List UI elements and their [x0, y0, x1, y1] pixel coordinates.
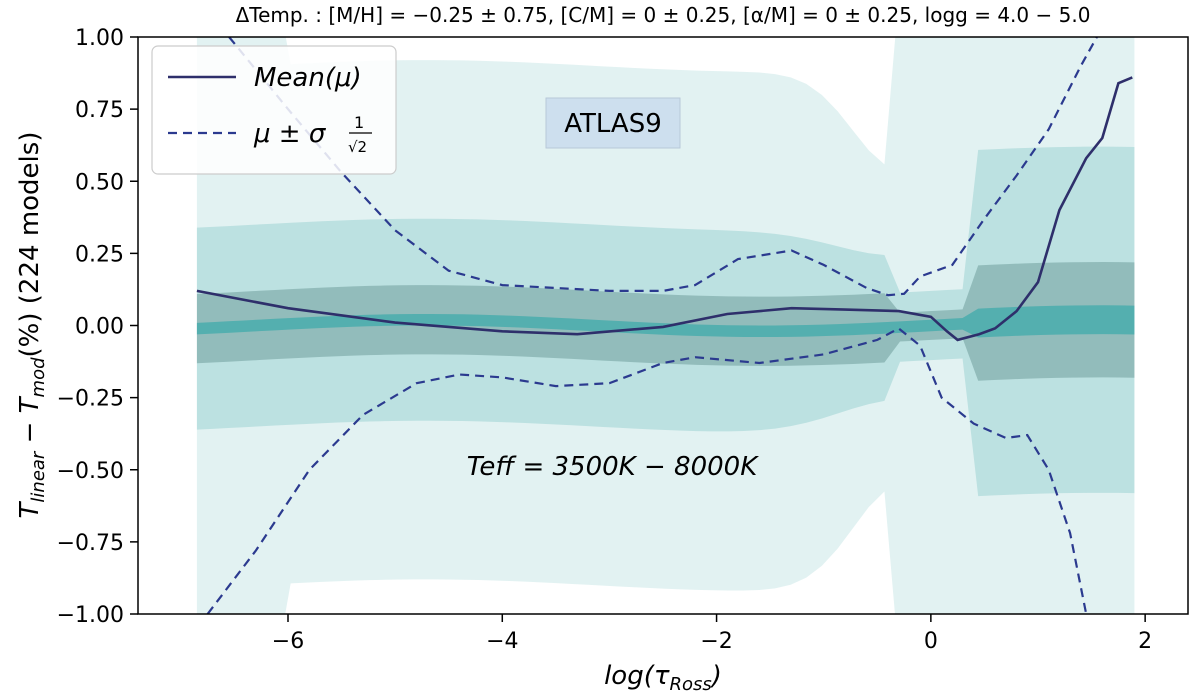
series-layer — [196, 37, 1133, 614]
y-tick-label: 0.00 — [75, 315, 124, 340]
x-tick-label: −2 — [700, 629, 732, 654]
y-tick-label: −0.25 — [57, 387, 124, 412]
atlas-label: ATLAS9 — [564, 109, 662, 139]
y-tick-label: 1.00 — [75, 26, 124, 51]
series-lower-sigma-line — [206, 327, 1088, 614]
legend: Mean(μ) μ ± σ 1 √2 — [151, 45, 397, 175]
x-tick-label: −4 — [486, 629, 518, 654]
chart-title: ΔTemp. : [M/H] = −0.25 ± 0.75, [C/M] = 0… — [236, 3, 1091, 27]
x-tick-label: 0 — [924, 629, 938, 654]
y-axis: −1.00 −0.75 −0.50 −0.25 0.00 0.25 0.50 0.75 1.00 — [57, 26, 138, 628]
teff-annotation: Teff = 3500K − 8000K — [467, 452, 759, 482]
atlas-box — [545, 97, 681, 149]
x-tick-label: −6 — [272, 629, 304, 654]
y-tick-label: −0.75 — [57, 531, 124, 556]
atlas-annotation: ATLAS9 — [545, 97, 681, 149]
y-tick-label: 0.50 — [75, 170, 124, 195]
y-tick-label: 0.75 — [75, 98, 124, 123]
legend-mean-label: Mean(μ) — [254, 63, 362, 93]
legend-sigma-label: μ ± σ — [253, 119, 327, 149]
series-upper-sigma-line — [228, 37, 1098, 297]
legend-sigma-frac-num: 1 — [354, 113, 364, 132]
legend-sigma-frac-den: √2 — [348, 138, 367, 156]
x-axis: −6 −4 −2 0 2 — [272, 614, 1152, 654]
y-tick-label: −0.50 — [57, 459, 124, 484]
x-axis-label: log(τRoss) — [604, 661, 722, 694]
y-tick-label: −1.00 — [57, 603, 124, 628]
y-tick-label: 0.25 — [75, 242, 124, 267]
model-spread-core — [196, 262, 1135, 381]
y-axis-label: Tlinear − Tmod(%) (224 models) — [15, 132, 49, 519]
series-mean-line — [196, 76, 1133, 342]
svg-text:Tlinear − Tmod(%) (224 models): Tlinear − Tmod(%) (224 models) — [15, 132, 49, 519]
x-tick-label: 2 — [1138, 629, 1152, 654]
